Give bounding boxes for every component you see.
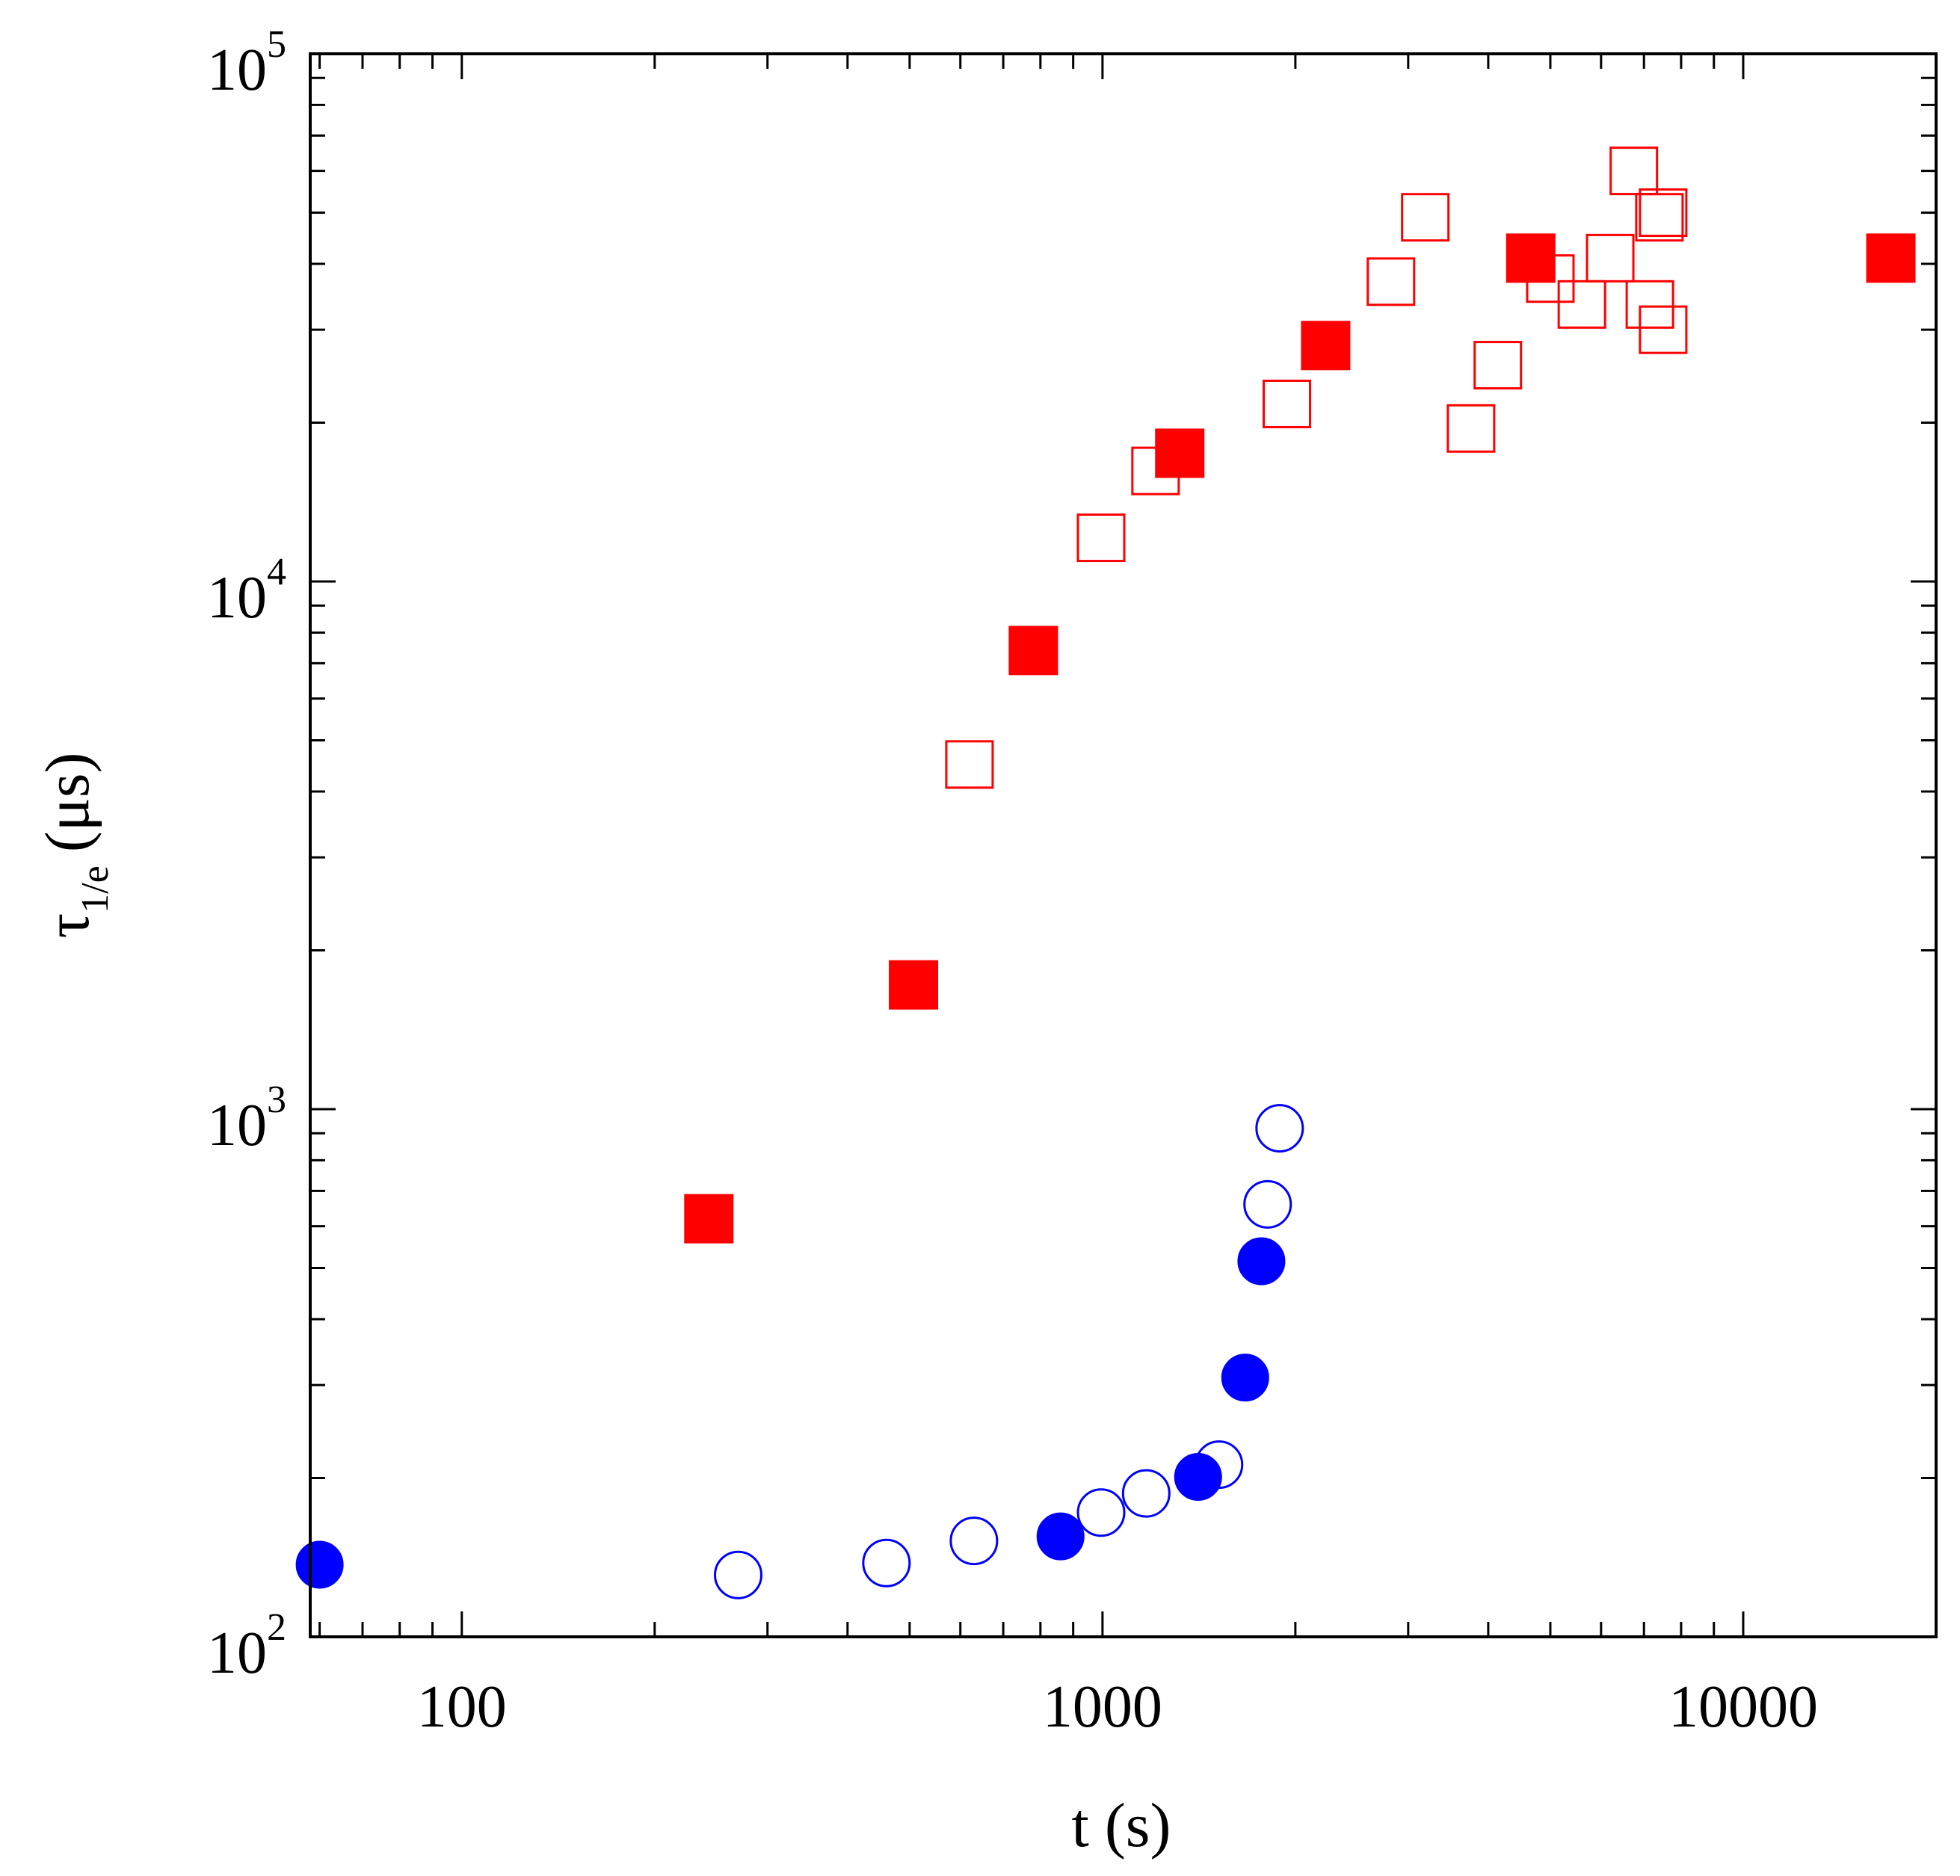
y-axis-symbol: τ	[33, 913, 102, 939]
data-point-filled-circle	[295, 1540, 344, 1589]
markers-layer	[295, 146, 1916, 1599]
y-tick-label-base: 10	[207, 1620, 267, 1686]
y-tick-label-exponent: 4	[267, 551, 286, 593]
data-point-open-square	[1446, 404, 1496, 453]
y-tick-label-exponent: 3	[267, 1079, 286, 1121]
data-point-filled-square	[889, 960, 939, 1010]
data-point-filled-circle	[1036, 1512, 1085, 1561]
data-point-open-square	[1639, 188, 1688, 238]
data-point-open-circle	[713, 1550, 762, 1599]
y-tick-label: 105	[207, 23, 286, 103]
y-tick-label-exponent: 2	[267, 1606, 286, 1649]
y-axis-subscript: 1/e	[74, 866, 117, 913]
data-point-open-square	[1401, 193, 1450, 242]
data-point-filled-square	[1301, 321, 1351, 371]
y-tick-label-exponent: 5	[267, 23, 286, 66]
y-tick-label-base: 10	[207, 565, 267, 631]
x-tick-label: 100	[417, 1674, 507, 1740]
data-point-open-circle	[1121, 1469, 1171, 1518]
data-point-open-circle	[1255, 1104, 1304, 1153]
data-point-open-square	[1131, 446, 1180, 496]
y-tick-label: 102	[207, 1606, 286, 1686]
y-axis-label: τ1/e (μs)	[33, 753, 117, 939]
data-point-open-circle	[1243, 1179, 1292, 1229]
x-axis-label: t (s)	[1072, 1791, 1171, 1860]
data-point-open-square	[1366, 257, 1416, 306]
data-point-filled-square	[1506, 233, 1556, 283]
y-tick-label: 104	[207, 551, 286, 631]
data-point-open-square	[1625, 280, 1674, 329]
data-point-open-square	[1263, 379, 1312, 428]
data-point-open-square	[945, 740, 994, 789]
data-point-open-square	[1635, 193, 1684, 242]
data-point-open-square	[1609, 146, 1659, 196]
data-point-open-square	[1076, 513, 1126, 563]
data-point-open-square	[1526, 254, 1575, 303]
data-point-open-square	[1557, 280, 1606, 329]
y-axis-unit: (μs)	[33, 753, 102, 853]
plot-frame	[309, 52, 1938, 1638]
data-point-open-square	[1585, 233, 1635, 283]
data-point-open-square	[1639, 305, 1688, 354]
y-tick-label-base: 10	[207, 1093, 267, 1158]
x-tick-label: 1000	[1043, 1674, 1162, 1740]
data-point-filled-square	[1008, 626, 1058, 676]
y-tick-label: 103	[207, 1079, 286, 1158]
data-point-open-circle	[949, 1516, 999, 1566]
x-tick-label: 10000	[1668, 1674, 1818, 1740]
data-point-open-circle	[1195, 1440, 1244, 1490]
data-point-filled-circle	[1237, 1237, 1286, 1286]
data-point-open-square	[1473, 341, 1523, 390]
y-tick-label-base: 10	[207, 37, 267, 103]
data-point-filled-square	[1866, 233, 1916, 283]
data-point-filled-square	[684, 1194, 734, 1244]
data-point-filled-circle	[1221, 1354, 1269, 1402]
data-point-open-circle	[862, 1538, 911, 1587]
data-point-open-circle	[1076, 1488, 1126, 1537]
